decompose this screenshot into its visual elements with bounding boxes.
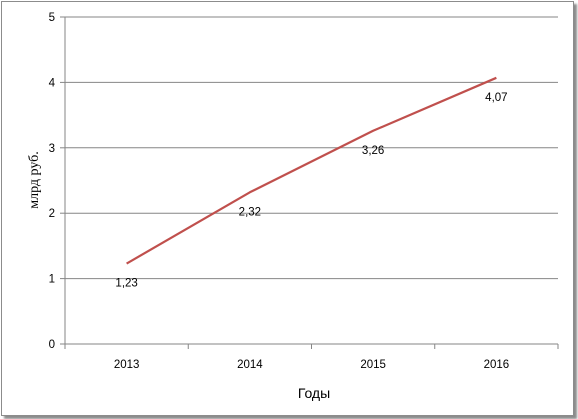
gridlines xyxy=(65,17,558,279)
data-label: 3,26 xyxy=(362,145,384,157)
y-tick-labels: 0 1 2 3 4 5 xyxy=(49,12,56,351)
y-tick-label: 2 xyxy=(49,208,55,220)
data-label: 2,32 xyxy=(239,206,261,218)
y-tick-label: 4 xyxy=(49,77,56,89)
axes xyxy=(60,17,558,349)
series-group xyxy=(127,78,497,264)
x-axis-title: Годы xyxy=(298,385,330,401)
y-tick-label: 3 xyxy=(49,143,55,155)
x-tick-label: 2016 xyxy=(484,359,510,371)
data-label: 1,23 xyxy=(115,278,137,290)
y-axis-title: млрд руб. xyxy=(27,151,42,209)
x-tick-label: 2014 xyxy=(237,359,263,371)
x-tick-label: 2015 xyxy=(360,359,386,371)
y-tick-label: 5 xyxy=(49,12,55,24)
y-tick-label: 1 xyxy=(49,274,55,286)
series-line xyxy=(127,78,497,264)
data-labels: 1,23 2,32 3,26 4,07 xyxy=(115,92,507,290)
y-tick-label: 0 xyxy=(49,339,55,351)
data-label: 4,07 xyxy=(485,92,507,104)
x-tick-labels: 2013 2014 2015 2016 xyxy=(114,359,509,371)
x-tick-label: 2013 xyxy=(114,359,140,371)
